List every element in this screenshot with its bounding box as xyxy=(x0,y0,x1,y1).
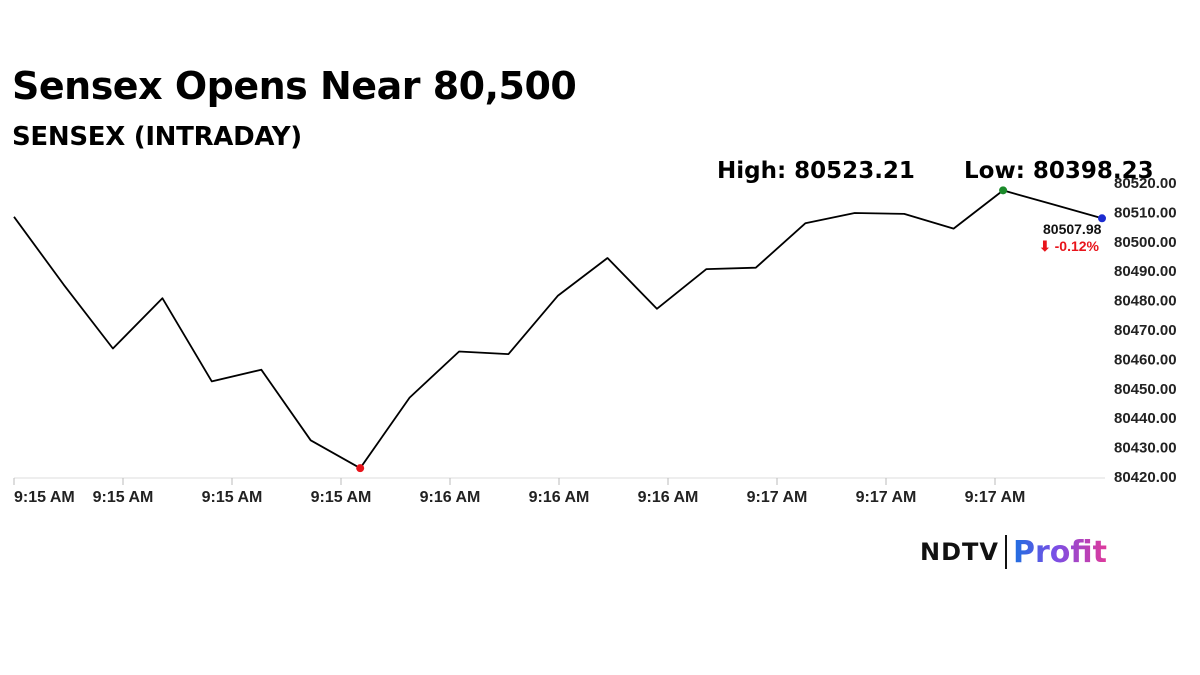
x-tick-label: 9:16 AM xyxy=(638,489,699,506)
y-axis-ticks: 80420.00 80430.00 80440.00 80450.00 80460.00… xyxy=(1114,175,1177,486)
sensex-line xyxy=(13,189,1103,470)
low-value-label: Low: 80398.23 xyxy=(964,158,1154,184)
last-value-label: 80507.98 xyxy=(1043,221,1102,237)
x-tick-label: 9:15 AM xyxy=(311,489,372,506)
chart-title: Sensex Opens Near 80,500 xyxy=(12,64,577,108)
brand-profit: Profit xyxy=(1012,534,1107,570)
y-tick-label: 80430.00 xyxy=(1114,440,1177,457)
x-tick-label: 9:16 AM xyxy=(420,489,481,506)
x-tick-label: 9:15 AM xyxy=(14,489,75,506)
x-tick-label: 9:15 AM xyxy=(202,489,263,506)
change-percent-label: ⬇ -0.12% xyxy=(1039,238,1100,254)
high-value-label: High: 80523.21 xyxy=(717,158,915,184)
last-marker xyxy=(1098,214,1106,223)
chart-subtitle: SENSEX (INTRADAY) xyxy=(12,122,302,152)
y-tick-label: 80510.00 xyxy=(1114,204,1177,221)
x-axis-ticks: 9:15 AM 9:15 AM 9:15 AM 9:15 AM 9:16 AM 9:16 … xyxy=(13,478,1026,506)
y-tick-label: 80460.00 xyxy=(1114,351,1177,368)
y-tick-label: 80490.00 xyxy=(1114,263,1177,280)
y-tick-label: 80480.00 xyxy=(1114,293,1177,310)
ndtv-profit-logo: NDTV Profit xyxy=(920,533,1107,571)
high-marker xyxy=(999,186,1008,195)
y-tick-label: 80520.00 xyxy=(1114,175,1177,192)
low-marker xyxy=(356,464,365,473)
x-tick-label: 9:17 AM xyxy=(965,489,1026,506)
x-tick-label: 9:17 AM xyxy=(856,489,917,506)
brand-ndtv: NDTV xyxy=(920,538,999,566)
x-tick-label: 9:16 AM xyxy=(529,489,590,506)
x-tick-label: 9:15 AM xyxy=(93,489,154,506)
y-tick-label: 80440.00 xyxy=(1114,410,1177,427)
x-tick-label: 9:17 AM xyxy=(747,489,808,506)
y-tick-label: 80500.00 xyxy=(1114,234,1177,251)
point-markers xyxy=(356,186,1106,473)
y-tick-label: 80450.00 xyxy=(1114,381,1177,398)
y-tick-label: 80470.00 xyxy=(1114,322,1177,339)
brand-divider xyxy=(1004,535,1007,569)
y-tick-label: 80420.00 xyxy=(1114,469,1177,486)
